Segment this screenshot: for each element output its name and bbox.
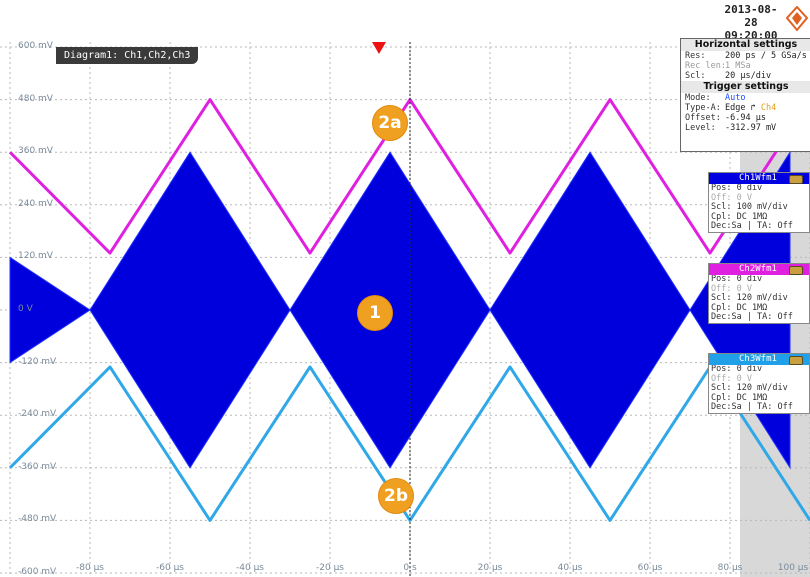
x-tick-label: 80 µs bbox=[717, 563, 743, 573]
ch1-waveform-envelope bbox=[9, 150, 791, 470]
channel-dec: Dec:Sa | TA: Off bbox=[711, 312, 793, 322]
y-tick-label: 360 mV bbox=[18, 146, 53, 157]
waveforms bbox=[8, 98, 810, 522]
level-value: -312.97 mV bbox=[725, 123, 777, 133]
x-tick-label: 60 µs bbox=[637, 563, 663, 573]
channel-box-ch3[interactable]: Ch3Wfm1 Pos: 0 div Off: 0 V Scl: 120 mV/… bbox=[708, 353, 810, 414]
channel-pos: Pos: 0 div bbox=[711, 183, 763, 193]
x-tick-label: -40 µs bbox=[236, 563, 264, 573]
date-text: 2013-08-28 bbox=[724, 3, 778, 29]
channel-scl: Scl: 120 mV/div bbox=[711, 293, 788, 303]
rohde-schwarz-logo bbox=[786, 6, 808, 32]
channel-dec: Dec:Sa | TA: Off bbox=[711, 221, 793, 231]
y-tick-label: -240 mV bbox=[18, 409, 57, 420]
channel-cpl: Cpl: DC 1MΩ bbox=[711, 302, 768, 313]
y-tick-label: -360 mV bbox=[18, 461, 57, 472]
level-label: Level: bbox=[685, 123, 716, 133]
settings-panel[interactable]: Horizontal settings Res: 200 ps / 5 GSa/s… bbox=[680, 38, 810, 152]
channel-off: Off: 0 V bbox=[711, 373, 752, 384]
marker-2a: 2a bbox=[372, 105, 408, 141]
toggle-icon[interactable] bbox=[789, 356, 803, 365]
channel-box-ch2[interactable]: Ch2Wfm1 Pos: 0 div Off: 0 V Scl: 120 mV/… bbox=[708, 263, 810, 324]
type-label: Type-A: bbox=[685, 103, 721, 113]
y-tick-label: -480 mV bbox=[18, 514, 57, 525]
channel-name: Ch1Wfm1 bbox=[739, 173, 777, 183]
scl-value: 20 µs/div bbox=[725, 71, 772, 81]
horizontal-settings-title: Horizontal settings bbox=[681, 39, 810, 51]
toggle-icon[interactable] bbox=[789, 175, 803, 184]
x-tick-label: -80 µs bbox=[76, 563, 104, 573]
y-tick-label: 600 mV bbox=[18, 41, 53, 51]
x-tick-label: 0 s bbox=[403, 563, 417, 573]
channel-dec: Dec:Sa | TA: Off bbox=[711, 402, 793, 412]
channel-cpl: Cpl: DC 1MΩ bbox=[711, 211, 768, 222]
channel-off: Off: 0 V bbox=[711, 192, 752, 203]
mode-label: Mode: bbox=[685, 93, 711, 103]
y-tick-label: -600 mV bbox=[18, 567, 57, 577]
channel-cpl: Cpl: DC 1MΩ bbox=[711, 392, 768, 403]
channel-name: Ch3Wfm1 bbox=[739, 354, 777, 364]
mode-value: Auto bbox=[725, 93, 746, 103]
res-label: Res: bbox=[685, 51, 706, 61]
type-value: Edge bbox=[725, 103, 746, 113]
offset-label: Offset: bbox=[685, 113, 721, 123]
channel-scl: Scl: 100 mV/div bbox=[711, 202, 788, 212]
reclen-label: Rec len: bbox=[685, 61, 726, 71]
toggle-icon[interactable] bbox=[789, 266, 803, 275]
channel-off: Off: 0 V bbox=[711, 283, 752, 294]
channel-scl: Scl: 120 mV/div bbox=[711, 383, 788, 393]
marker-1: 1 bbox=[357, 295, 393, 331]
channel-pos: Pos: 0 div bbox=[711, 364, 763, 374]
trigger-settings-title: Trigger settings bbox=[681, 81, 810, 93]
channel-pos: Pos: 0 div bbox=[711, 274, 763, 284]
x-tick-label: -20 µs bbox=[316, 563, 344, 573]
y-tick-label: 240 mV bbox=[18, 198, 53, 209]
y-tick-label: 0 V bbox=[18, 304, 33, 314]
y-tick-label: -120 mV bbox=[18, 356, 57, 367]
y-tick-label: 480 mV bbox=[18, 93, 53, 104]
x-tick-label: -60 µs bbox=[156, 563, 184, 573]
x-tick-label: 40 µs bbox=[557, 563, 583, 573]
rising-edge-icon: ↱ bbox=[750, 103, 756, 113]
channel-box-ch1[interactable]: Ch1Wfm1 Pos: 0 div Off: 0 V Scl: 100 mV/… bbox=[708, 172, 810, 233]
trigger-position-marker[interactable] bbox=[372, 42, 386, 54]
trigger-source: Ch4 bbox=[760, 103, 777, 113]
diagram-tab[interactable]: Diagram1: Ch1,Ch2,Ch3 bbox=[56, 47, 199, 64]
ch3-waveform bbox=[8, 365, 810, 522]
y-tick-label: 120 mV bbox=[18, 251, 53, 262]
res-value: 200 ps / 5 GSa/s bbox=[725, 51, 807, 61]
offset-value: -6.94 µs bbox=[725, 113, 766, 123]
x-tick-label: 20 µs bbox=[477, 563, 503, 573]
channel-name: Ch2Wfm1 bbox=[739, 264, 777, 274]
marker-2b: 2b bbox=[378, 478, 414, 514]
datetime: 2013-08-28 09:20:00 bbox=[718, 3, 784, 42]
reclen-value: 1 MSa bbox=[725, 61, 751, 71]
x-tick-label: 100 µs bbox=[777, 563, 809, 573]
scl-label: Scl: bbox=[685, 71, 706, 81]
